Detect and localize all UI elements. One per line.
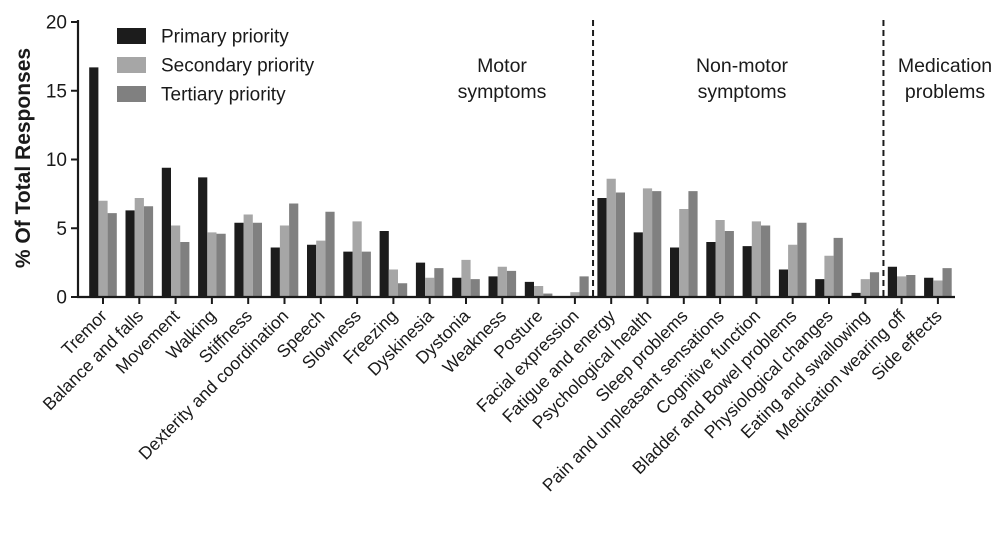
bar-primary-priority-3 (161, 167, 171, 297)
bar-tertiary-priority-16 (652, 191, 662, 298)
bar-primary-priority-11 (452, 277, 462, 297)
section-label: problems (905, 81, 985, 103)
bar-secondary-priority-17 (679, 209, 689, 297)
bar-secondary-priority-20 (788, 244, 798, 297)
section-label: Motor (477, 55, 527, 77)
bar-tertiary-priority-4 (216, 233, 226, 297)
bar-secondary-priority-11 (461, 259, 471, 298)
legend-swatch (117, 86, 146, 102)
bar-primary-priority-18 (706, 242, 716, 297)
bar-tertiary-priority-6 (289, 203, 299, 297)
y-tick-label: 0 (56, 288, 67, 309)
bar-primary-priority-16 (633, 232, 643, 298)
legend-swatch (117, 28, 146, 44)
bar-tertiary-priority-18 (724, 231, 734, 297)
bar-tertiary-priority-3 (180, 242, 190, 297)
bar-secondary-priority-22 (860, 279, 870, 298)
bar-tertiary-priority-13 (543, 293, 553, 297)
bar-tertiary-priority-11 (470, 279, 480, 298)
bar-tertiary-priority-1 (107, 213, 117, 298)
bar-primary-priority-2 (125, 210, 135, 298)
bar-tertiary-priority-15 (615, 192, 625, 297)
bar-secondary-priority-19 (751, 221, 761, 298)
bar-primary-priority-5 (234, 222, 244, 297)
bar-primary-priority-10 (415, 262, 426, 298)
bar-primary-priority-21 (815, 279, 825, 298)
bar-secondary-priority-15 (606, 178, 616, 297)
y-tick-label: 10 (46, 150, 67, 171)
legend-label: Secondary priority (161, 56, 315, 77)
bar-tertiary-priority-2 (143, 206, 154, 297)
bar-secondary-priority-8 (352, 221, 362, 298)
y-tick-label: 20 (46, 13, 67, 34)
bar-primary-priority-1 (89, 67, 99, 298)
y-tick-label: 15 (46, 81, 67, 102)
legend-label: Tertiary priority (161, 85, 286, 106)
bar-secondary-priority-3 (171, 225, 181, 297)
y-axis-label: % Of Total Responses (12, 48, 35, 268)
bar-primary-priority-24 (924, 277, 934, 297)
bar-secondary-priority-24 (933, 280, 943, 297)
bar-primary-priority-13 (524, 281, 534, 298)
section-label: Medication (898, 55, 992, 77)
bar-secondary-priority-23 (897, 276, 907, 298)
bar-primary-priority-17 (670, 247, 680, 297)
section-label: symptoms (458, 81, 547, 103)
legend-label: Primary priority (161, 27, 289, 48)
bar-primary-priority-22 (851, 292, 861, 298)
section-labels: Motor symptoms Non-motor symptoms Medication… (458, 20, 992, 297)
bar-tertiary-priority-10 (434, 268, 444, 298)
bar-secondary-priority-14 (570, 292, 580, 297)
bar-primary-priority-4 (198, 177, 208, 298)
bar-tertiary-priority-17 (688, 191, 698, 298)
bar-tertiary-priority-9 (398, 283, 408, 297)
bar-tertiary-priority-19 (761, 225, 771, 297)
bar-secondary-priority-1 (98, 200, 108, 297)
bar-primary-priority-6 (270, 247, 280, 297)
bar-tertiary-priority-23 (906, 275, 916, 297)
bar-secondary-priority-5 (243, 214, 253, 297)
bar-tertiary-priority-14 (579, 276, 589, 298)
bars-layer (89, 67, 952, 298)
bar-secondary-priority-12 (497, 266, 507, 297)
bar-secondary-priority-21 (824, 255, 834, 297)
legend: Primary priority Secondary priority Tertia… (117, 27, 315, 106)
bar-secondary-priority-4 (207, 232, 217, 298)
bar-primary-priority-9 (379, 231, 389, 297)
bar-primary-priority-7 (307, 244, 317, 297)
bar-secondary-priority-2 (134, 198, 144, 297)
y-tick-label: 5 (56, 219, 67, 240)
bar-primary-priority-20 (778, 269, 789, 297)
bar-tertiary-priority-21 (833, 237, 843, 298)
bar-tertiary-priority-8 (361, 251, 371, 298)
bar-primary-priority-12 (488, 276, 498, 298)
bar-tertiary-priority-20 (797, 222, 807, 297)
section-label: symptoms (698, 81, 787, 103)
bar-secondary-priority-10 (425, 277, 435, 297)
bar-primary-priority-19 (742, 246, 752, 298)
bar-tertiary-priority-12 (506, 270, 517, 298)
bar-secondary-priority-9 (388, 269, 398, 297)
bar-tertiary-priority-22 (869, 272, 880, 297)
bar-primary-priority-23 (887, 266, 897, 297)
bar-tertiary-priority-24 (942, 268, 952, 298)
bar-secondary-priority-7 (316, 240, 326, 298)
section-label: Non-motor (696, 55, 789, 77)
bar-secondary-priority-13 (534, 286, 544, 297)
bar-secondary-priority-18 (715, 220, 725, 297)
bar-secondary-priority-16 (642, 188, 653, 298)
bar-primary-priority-8 (343, 251, 353, 298)
axes-layer: 0 5 10 15 20 (46, 13, 955, 309)
bar-secondary-priority-6 (279, 225, 290, 297)
legend-swatch (117, 57, 146, 73)
bar-tertiary-priority-7 (325, 211, 335, 297)
bar-tertiary-priority-5 (252, 222, 262, 297)
bar-primary-priority-15 (597, 198, 607, 297)
